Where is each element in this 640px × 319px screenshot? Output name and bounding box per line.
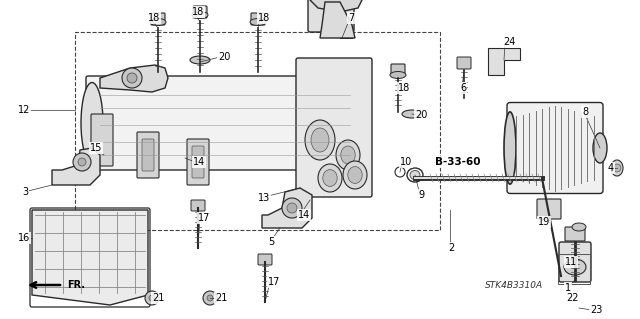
FancyBboxPatch shape — [308, 0, 354, 32]
Polygon shape — [100, 65, 168, 92]
Polygon shape — [262, 188, 312, 228]
Ellipse shape — [390, 71, 406, 78]
Ellipse shape — [81, 83, 103, 164]
FancyBboxPatch shape — [258, 254, 272, 265]
FancyBboxPatch shape — [86, 76, 357, 170]
Text: 22: 22 — [566, 293, 579, 303]
Text: 14: 14 — [298, 210, 310, 220]
Ellipse shape — [192, 11, 208, 19]
Text: 7: 7 — [348, 13, 355, 23]
FancyBboxPatch shape — [142, 139, 154, 171]
Ellipse shape — [318, 164, 342, 192]
FancyBboxPatch shape — [296, 58, 372, 197]
Ellipse shape — [402, 110, 422, 118]
Text: B-33-60: B-33-60 — [435, 157, 481, 167]
Text: 12: 12 — [18, 105, 30, 115]
Circle shape — [73, 153, 91, 171]
Text: 13: 13 — [258, 193, 270, 203]
Circle shape — [282, 198, 302, 218]
FancyBboxPatch shape — [537, 199, 561, 219]
Ellipse shape — [341, 146, 355, 164]
Ellipse shape — [611, 160, 623, 176]
Circle shape — [78, 158, 86, 166]
Circle shape — [149, 295, 155, 301]
Text: 21: 21 — [152, 293, 164, 303]
FancyBboxPatch shape — [391, 64, 405, 76]
Text: FR.: FR. — [67, 280, 85, 290]
FancyBboxPatch shape — [559, 242, 591, 282]
FancyBboxPatch shape — [91, 114, 113, 166]
Ellipse shape — [410, 170, 420, 180]
Ellipse shape — [343, 161, 367, 189]
Text: 15: 15 — [90, 143, 102, 153]
Circle shape — [287, 203, 297, 213]
Text: 20: 20 — [415, 110, 428, 120]
Polygon shape — [488, 48, 520, 75]
Circle shape — [203, 291, 217, 305]
Text: 18: 18 — [258, 13, 270, 23]
Ellipse shape — [150, 19, 166, 26]
Text: 10: 10 — [400, 157, 412, 167]
Circle shape — [207, 295, 213, 301]
Ellipse shape — [348, 167, 362, 183]
Text: 17: 17 — [268, 277, 280, 287]
FancyBboxPatch shape — [251, 13, 265, 25]
Text: 23: 23 — [590, 305, 602, 315]
Text: 3: 3 — [22, 187, 28, 197]
Ellipse shape — [336, 140, 360, 170]
Polygon shape — [310, 0, 362, 12]
Ellipse shape — [250, 19, 266, 26]
Polygon shape — [32, 210, 148, 305]
Polygon shape — [52, 148, 100, 185]
FancyBboxPatch shape — [565, 227, 585, 241]
Circle shape — [145, 291, 159, 305]
Text: 9: 9 — [418, 190, 424, 200]
Circle shape — [127, 73, 137, 83]
Ellipse shape — [593, 133, 607, 163]
Text: 18: 18 — [148, 13, 160, 23]
Ellipse shape — [504, 112, 516, 184]
Ellipse shape — [564, 259, 586, 275]
Ellipse shape — [190, 56, 210, 64]
Text: 4: 4 — [608, 163, 614, 173]
FancyBboxPatch shape — [192, 146, 204, 178]
Text: STK4B3310A: STK4B3310A — [485, 280, 543, 290]
Text: 20: 20 — [218, 52, 230, 62]
FancyBboxPatch shape — [191, 200, 205, 211]
FancyBboxPatch shape — [187, 139, 209, 185]
Text: 2: 2 — [448, 243, 454, 253]
Text: 16: 16 — [18, 233, 30, 243]
Ellipse shape — [311, 128, 329, 152]
FancyBboxPatch shape — [137, 132, 159, 178]
Text: 18: 18 — [192, 7, 204, 17]
Text: 19: 19 — [538, 217, 550, 227]
Polygon shape — [320, 2, 355, 38]
Ellipse shape — [323, 170, 337, 186]
Text: 14: 14 — [193, 157, 205, 167]
Text: 21: 21 — [215, 293, 227, 303]
Text: 8: 8 — [582, 107, 588, 117]
Circle shape — [613, 164, 621, 172]
Bar — [75, 32, 440, 230]
Text: 6: 6 — [460, 83, 466, 93]
Bar — [558, 254, 590, 284]
FancyBboxPatch shape — [151, 13, 165, 25]
Ellipse shape — [305, 120, 335, 160]
FancyBboxPatch shape — [507, 102, 603, 194]
Text: 24: 24 — [503, 37, 515, 47]
Text: 1: 1 — [565, 283, 571, 293]
Text: 18: 18 — [398, 83, 410, 93]
FancyBboxPatch shape — [193, 6, 207, 18]
Circle shape — [122, 68, 142, 88]
Ellipse shape — [572, 223, 586, 231]
FancyBboxPatch shape — [457, 57, 471, 69]
Text: 11: 11 — [565, 257, 577, 267]
Text: 17: 17 — [198, 213, 211, 223]
Text: 5: 5 — [268, 237, 275, 247]
